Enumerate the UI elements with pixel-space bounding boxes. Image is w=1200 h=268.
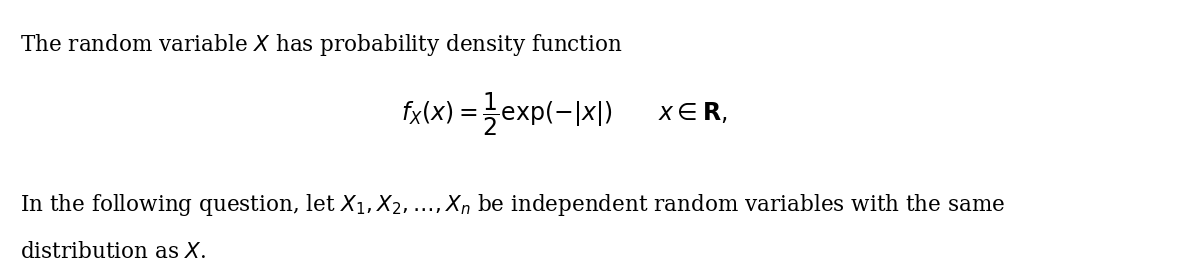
Text: In the following question, let $X_1, X_2, \ldots, X_n$ be independent random var: In the following question, let $X_1, X_2… [20, 192, 1006, 218]
Text: The random variable $X$ has probability density function: The random variable $X$ has probability … [20, 32, 623, 58]
Text: $f_X(x) = \dfrac{1}{2}\exp(-|x|) \qquad x \in \mathbf{R},$: $f_X(x) = \dfrac{1}{2}\exp(-|x|) \qquad … [401, 91, 727, 138]
Text: distribution as $X$.: distribution as $X$. [20, 241, 206, 263]
